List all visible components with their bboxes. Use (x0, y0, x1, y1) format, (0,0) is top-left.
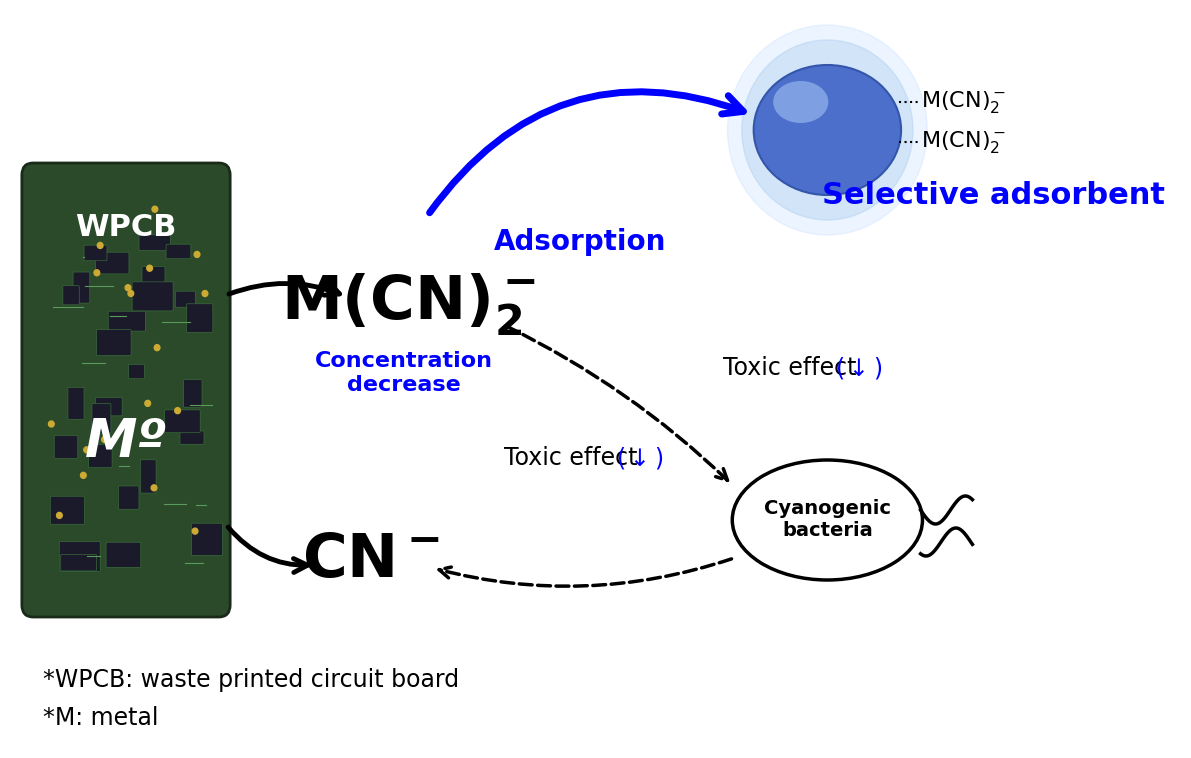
FancyBboxPatch shape (141, 460, 156, 493)
Text: WPCB: WPCB (75, 212, 176, 242)
FancyBboxPatch shape (118, 486, 139, 509)
FancyBboxPatch shape (192, 523, 223, 556)
FancyBboxPatch shape (180, 431, 204, 444)
Ellipse shape (754, 65, 902, 195)
Text: Toxic effect: Toxic effect (723, 356, 863, 380)
Text: Selective adsorbent: Selective adsorbent (822, 180, 1165, 209)
Circle shape (151, 485, 157, 491)
Circle shape (98, 243, 102, 249)
Text: $\rm M(CN)_2^-$: $\rm M(CN)_2^-$ (921, 129, 1006, 155)
FancyBboxPatch shape (106, 542, 141, 568)
Circle shape (146, 265, 152, 271)
FancyBboxPatch shape (187, 304, 213, 332)
Text: Mº: Mº (85, 415, 167, 468)
FancyBboxPatch shape (129, 365, 144, 379)
FancyBboxPatch shape (108, 312, 145, 331)
FancyBboxPatch shape (164, 410, 200, 433)
FancyBboxPatch shape (96, 330, 131, 356)
Text: $(\downarrow)$: $(\downarrow)$ (835, 355, 883, 381)
Circle shape (728, 25, 928, 235)
FancyBboxPatch shape (73, 272, 89, 303)
Text: $\mathbf{CN^-}$: $\mathbf{CN^-}$ (301, 531, 439, 590)
Circle shape (56, 512, 62, 518)
Circle shape (742, 40, 913, 220)
FancyBboxPatch shape (63, 286, 80, 305)
Circle shape (202, 290, 208, 296)
FancyBboxPatch shape (166, 244, 191, 258)
FancyBboxPatch shape (21, 163, 230, 617)
FancyBboxPatch shape (68, 387, 85, 419)
FancyBboxPatch shape (139, 235, 170, 251)
FancyBboxPatch shape (60, 542, 100, 572)
Ellipse shape (732, 460, 923, 580)
FancyBboxPatch shape (92, 403, 111, 433)
Circle shape (194, 252, 200, 258)
Circle shape (94, 270, 100, 276)
Circle shape (125, 285, 131, 291)
FancyBboxPatch shape (95, 397, 123, 416)
FancyBboxPatch shape (85, 245, 107, 261)
Text: *M: metal: *M: metal (43, 706, 158, 730)
Circle shape (83, 446, 89, 453)
Circle shape (145, 400, 150, 406)
Circle shape (127, 290, 133, 296)
Text: Toxic effect: Toxic effect (504, 446, 646, 470)
Circle shape (152, 206, 157, 212)
Circle shape (49, 421, 54, 427)
Text: $\rm M(CN)_2^-$: $\rm M(CN)_2^-$ (921, 89, 1006, 115)
Text: $(\downarrow)$: $(\downarrow)$ (616, 445, 663, 471)
FancyBboxPatch shape (50, 496, 85, 525)
Text: $\mathbf{M(CN)_2^-}$: $\mathbf{M(CN)_2^-}$ (281, 272, 536, 338)
Text: Adsorption: Adsorption (494, 228, 666, 256)
Text: *WPCB: waste printed circuit board: *WPCB: waste printed circuit board (43, 668, 459, 692)
FancyBboxPatch shape (142, 266, 166, 287)
Text: Cyanogenic
bacteria: Cyanogenic bacteria (763, 500, 891, 540)
FancyBboxPatch shape (95, 252, 129, 274)
Circle shape (175, 408, 181, 414)
FancyBboxPatch shape (175, 291, 195, 307)
Circle shape (154, 345, 160, 351)
FancyBboxPatch shape (183, 380, 202, 407)
Circle shape (81, 472, 86, 478)
Text: Concentration
decrease: Concentration decrease (316, 352, 493, 395)
Circle shape (192, 528, 198, 534)
FancyBboxPatch shape (132, 282, 173, 311)
Ellipse shape (773, 81, 828, 123)
FancyBboxPatch shape (88, 444, 112, 468)
FancyBboxPatch shape (61, 555, 96, 571)
FancyBboxPatch shape (55, 435, 77, 459)
Circle shape (101, 437, 107, 443)
